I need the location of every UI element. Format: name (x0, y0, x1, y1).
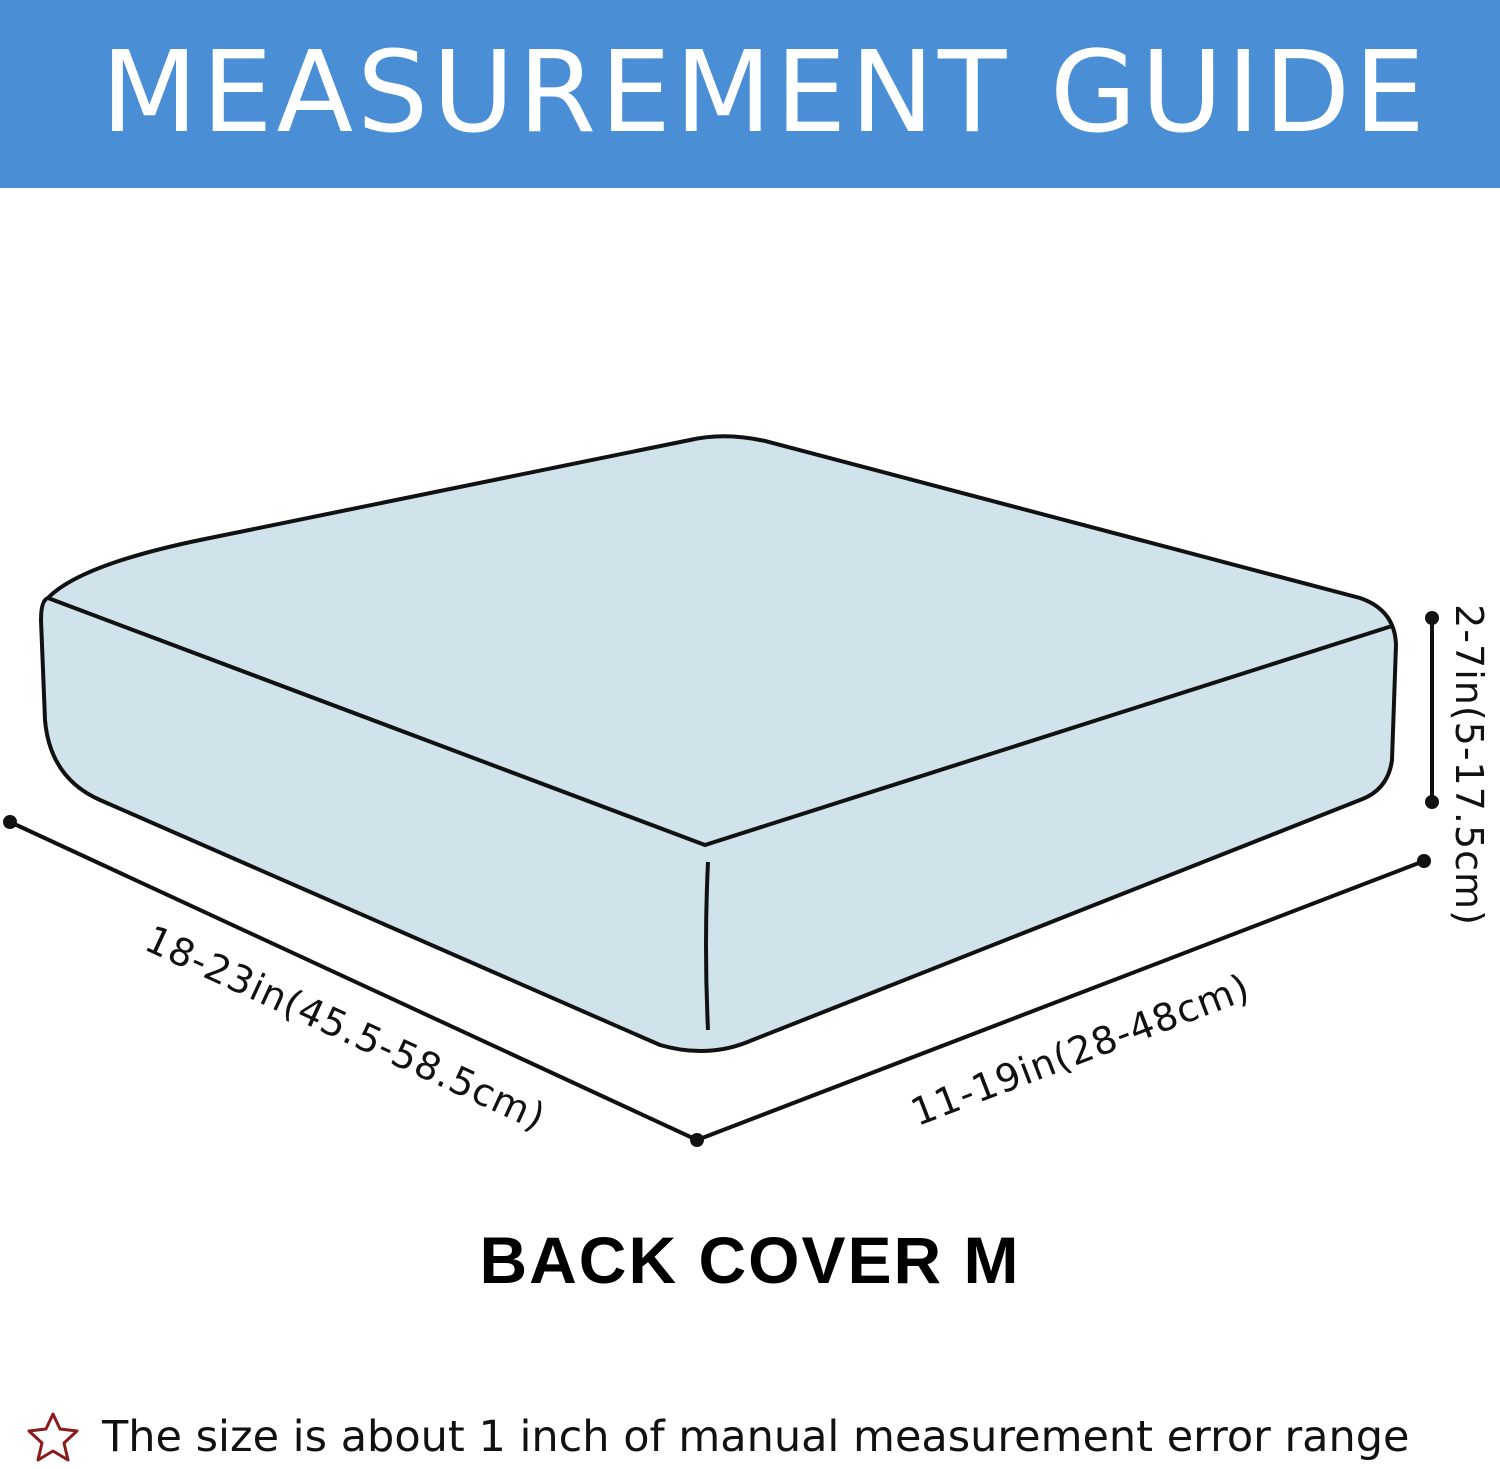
cushion-seam (704, 861, 710, 1031)
note-text: The size is about 1 inch of manual measu… (102, 1412, 1410, 1462)
cushion-top-edge (47, 596, 1393, 848)
height-label: 2-7in(5-17.5cm) (1447, 604, 1491, 926)
width-label: 11-19in(28-48cm) (905, 965, 1256, 1135)
product-caption: BACK COVER M (479, 1223, 1021, 1297)
star-outline-icon (27, 1412, 79, 1462)
height-dimension-line (1425, 611, 1439, 809)
measurement-note: The size is about 1 inch of manual measu… (24, 1410, 1410, 1464)
width-dimension-line (696, 854, 1431, 1142)
cushion-outline (38, 434, 1399, 1053)
header-title: MEASUREMENT GUIDE (101, 28, 1429, 158)
header-banner: MEASUREMENT GUIDE (0, 0, 1500, 188)
